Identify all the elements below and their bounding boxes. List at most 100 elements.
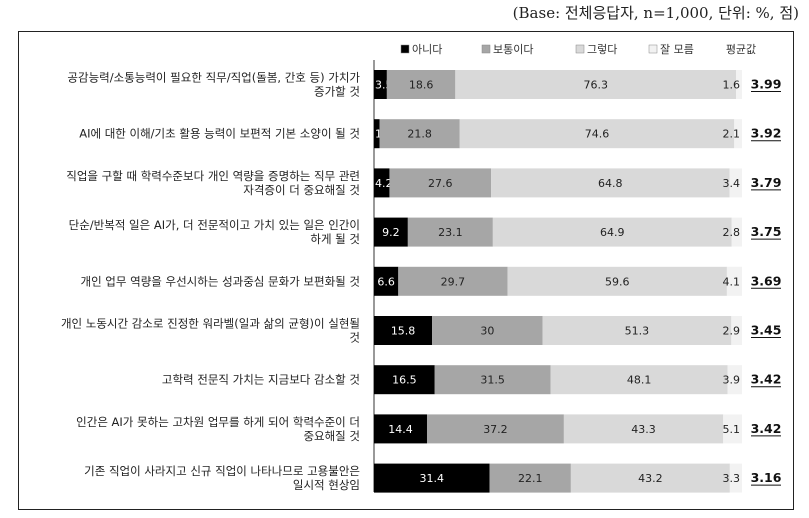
legend-label-3: 그렇다: [587, 43, 617, 56]
value-label-2-보통이다: 21.8: [407, 128, 432, 141]
category-label-6-line-1: 개인 노동시간 감소로 진정한 워라벨(일과 삶의 균형)이 실현될: [61, 317, 360, 331]
value-label-5-아니다: 6.6: [377, 275, 395, 288]
bar-8-아니다: [374, 414, 427, 444]
bar-8-그렇다: [563, 414, 724, 444]
bar-1-아니다: [374, 70, 387, 99]
average-value-6: 3.45: [751, 323, 782, 338]
value-label-7-그렇다: 48.1: [627, 374, 652, 387]
bar-7-그렇다: [550, 365, 728, 395]
category-label-8-line-2: 중요해질 것: [303, 429, 360, 443]
bar-3-잘 모름: [729, 168, 742, 198]
bar-4-아니다: [374, 217, 408, 247]
value-label-7-잘 모름: 3.9: [723, 374, 741, 387]
value-label-8-잘 모름: 5.1: [723, 423, 741, 436]
bar-1-그렇다: [455, 70, 737, 99]
value-label-9-아니다: 31.4: [420, 472, 445, 485]
bar-2-보통이다: [379, 119, 460, 149]
bar-4-보통이다: [407, 217, 493, 247]
category-label-6-line-2: 것: [349, 331, 360, 345]
value-label-9-그렇다: 43.2: [638, 472, 663, 485]
legend-avg-label: 평균값: [726, 43, 756, 56]
category-label-1-line-1: 공감능력/소통능력이 필요한 직무/직업(돌봄, 간호 등) 가치가: [67, 71, 360, 85]
value-label-6-잘 모름: 2.9: [723, 325, 741, 338]
legend-swatch-2: [481, 44, 491, 54]
value-label-5-잘 모름: 4.1: [723, 275, 741, 288]
category-label-5: 개인 업무 역량을 우선시하는 성과중심 문화가 보편화될 것: [80, 274, 360, 288]
average-value-8: 3.42: [751, 421, 782, 436]
value-label-1-그렇다: 76.3: [583, 79, 608, 92]
value-label-2-그렇다: 74.6: [585, 128, 610, 141]
average-value-1: 3.99: [751, 77, 782, 92]
average-value-3: 3.79: [751, 175, 782, 190]
bar-2-아니다: [374, 119, 380, 149]
value-label-1-잘 모름: 1.6: [723, 79, 741, 92]
average-value-7: 3.42: [751, 372, 782, 387]
value-label-9-보통이다: 22.1: [518, 472, 543, 485]
value-label-4-아니다: 9.2: [382, 226, 400, 239]
value-label-5-그렇다: 59.6: [605, 275, 630, 288]
value-label-3-아니다: 4.2: [375, 177, 393, 190]
legend-swatch-3: [575, 44, 585, 54]
value-label-2-잘 모름: 2.1: [723, 128, 741, 141]
bar-3-아니다: [374, 168, 390, 198]
bar-5-아니다: [374, 266, 399, 296]
value-label-8-보통이다: 37.2: [483, 423, 508, 436]
category-label-3-line-2: 자격증이 더 중요해질 것: [243, 183, 360, 197]
bar-6-잘 모름: [731, 316, 742, 345]
value-label-6-보통이다: 30: [480, 325, 494, 338]
bar-7-잘 모름: [727, 365, 742, 395]
category-label-9-line-1: 기존 직업이 사라지고 신규 직업이 나타나므로 고용불안은: [84, 464, 360, 478]
bar-1-보통이다: [386, 70, 456, 99]
bar-9-잘 모름: [729, 463, 742, 493]
value-label-3-그렇다: 64.8: [598, 177, 623, 190]
value-label-8-아니다: 14.4: [388, 423, 413, 436]
category-label-9-line-2: 일시적 현상임: [293, 478, 360, 492]
bar-5-그렇다: [507, 266, 727, 296]
bar-4-그렇다: [492, 217, 732, 247]
category-label-2: AI에 대한 이해/기초 활용 능력이 보편적 기본 소양이 될 것: [79, 127, 360, 141]
value-label-6-아니다: 15.8: [391, 325, 416, 338]
bar-2-잘 모름: [734, 119, 742, 149]
value-label-6-그렇다: 51.3: [625, 325, 650, 338]
bar-2-그렇다: [459, 119, 735, 149]
average-value-5: 3.69: [751, 273, 782, 288]
category-label-3-line-1: 직업을 구할 때 학력수준보다 개인 역량을 증명하는 직무 관련: [66, 169, 360, 183]
legend-swatch-4: [648, 44, 658, 54]
bar-3-보통이다: [389, 168, 492, 198]
bar-9-보통이다: [489, 463, 571, 493]
bar-6-그렇다: [542, 316, 732, 345]
chart-frame: [18, 31, 794, 510]
bar-8-잘 모름: [723, 414, 742, 444]
value-label-4-그렇다: 64.9: [600, 226, 625, 239]
bar-8-보통이다: [426, 414, 564, 444]
value-label-7-아니다: 16.5: [392, 374, 417, 387]
value-label-3-보통이다: 27.6: [428, 177, 453, 190]
value-label-8-그렇다: 43.3: [631, 423, 656, 436]
base-note: (Base: 전체응답자, n=1,000, 단위: %, 점): [512, 4, 799, 22]
value-label-4-잘 모름: 2.8: [723, 226, 741, 239]
category-label-4-line-2: 하게 될 것: [310, 232, 360, 246]
category-label-8-line-1: 인간은 AI가 못하는 고차원 업무를 하게 되어 학력수준이 더: [76, 415, 360, 429]
bar-6-아니다: [374, 316, 433, 345]
value-label-3-잘 모름: 3.4: [723, 177, 741, 190]
value-label-1-보통이다: 18.6: [409, 79, 434, 92]
bar-5-잘 모름: [726, 266, 742, 296]
category-label-4-line-1: 단순/반복적 일은 AI가, 더 전문적이고 가치 있는 일은 인간이: [69, 218, 360, 232]
category-label-7: 고학력 전문직 가치는 지금보다 감소할 것: [162, 373, 360, 387]
bar-5-보통이다: [398, 266, 508, 296]
average-value-4: 3.75: [751, 224, 782, 239]
bar-3-그렇다: [491, 168, 730, 198]
legend-label-2: 보통이다: [493, 43, 533, 56]
bar-9-아니다: [374, 463, 490, 493]
value-label-7-보통이다: 31.5: [480, 374, 505, 387]
bar-9-그렇다: [570, 463, 730, 493]
bar-4-잘 모름: [731, 217, 742, 247]
bar-6-보통이다: [432, 316, 543, 345]
average-value-9: 3.16: [751, 470, 782, 485]
value-label-5-보통이다: 29.7: [441, 275, 466, 288]
value-label-9-잘 모름: 3.3: [723, 472, 741, 485]
category-label-1-line-2: 증가할 것: [314, 85, 360, 99]
bar-7-아니다: [374, 365, 435, 395]
legend-label-1: 아니다: [412, 43, 442, 56]
